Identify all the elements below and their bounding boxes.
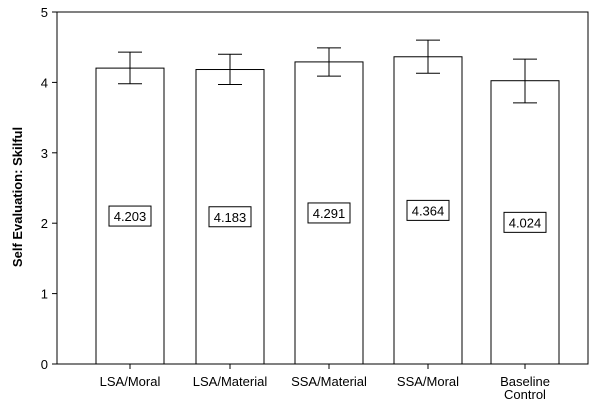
data-label: 4.291 [313, 206, 346, 221]
x-category-label: SSA/Moral [397, 374, 459, 389]
data-label: 4.364 [412, 203, 445, 218]
y-tick-label: 2 [41, 216, 48, 231]
data-label-box [208, 206, 252, 228]
plot-area: 0 1 2 3 4 5 4.203 LSA/Moral 4.183 LSA/Material 4.2… [41, 5, 589, 402]
y-tick-label: 0 [41, 357, 48, 372]
data-label-box [108, 205, 152, 227]
x-category-label: SSA/Material [291, 374, 367, 389]
x-category-label: Baseline Control [500, 374, 550, 402]
y-tick-label: 5 [41, 5, 48, 20]
y-axis-label-group: Self Evaluation: Skilful [10, 127, 25, 267]
data-label-box [503, 211, 547, 233]
data-label: 4.024 [509, 215, 542, 230]
data-label-box [406, 199, 450, 221]
y-tick-label: 4 [41, 75, 48, 90]
y-tick-label: 3 [41, 146, 48, 161]
data-label-box [307, 202, 351, 224]
data-label: 4.183 [214, 210, 247, 225]
data-label: 4.203 [114, 209, 147, 224]
y-tick-label: 1 [41, 287, 48, 302]
x-category-label: LSA/Material [193, 374, 268, 389]
x-category-label: LSA/Moral [100, 374, 161, 389]
y-axis-label: Self Evaluation: Skilful [10, 127, 25, 267]
